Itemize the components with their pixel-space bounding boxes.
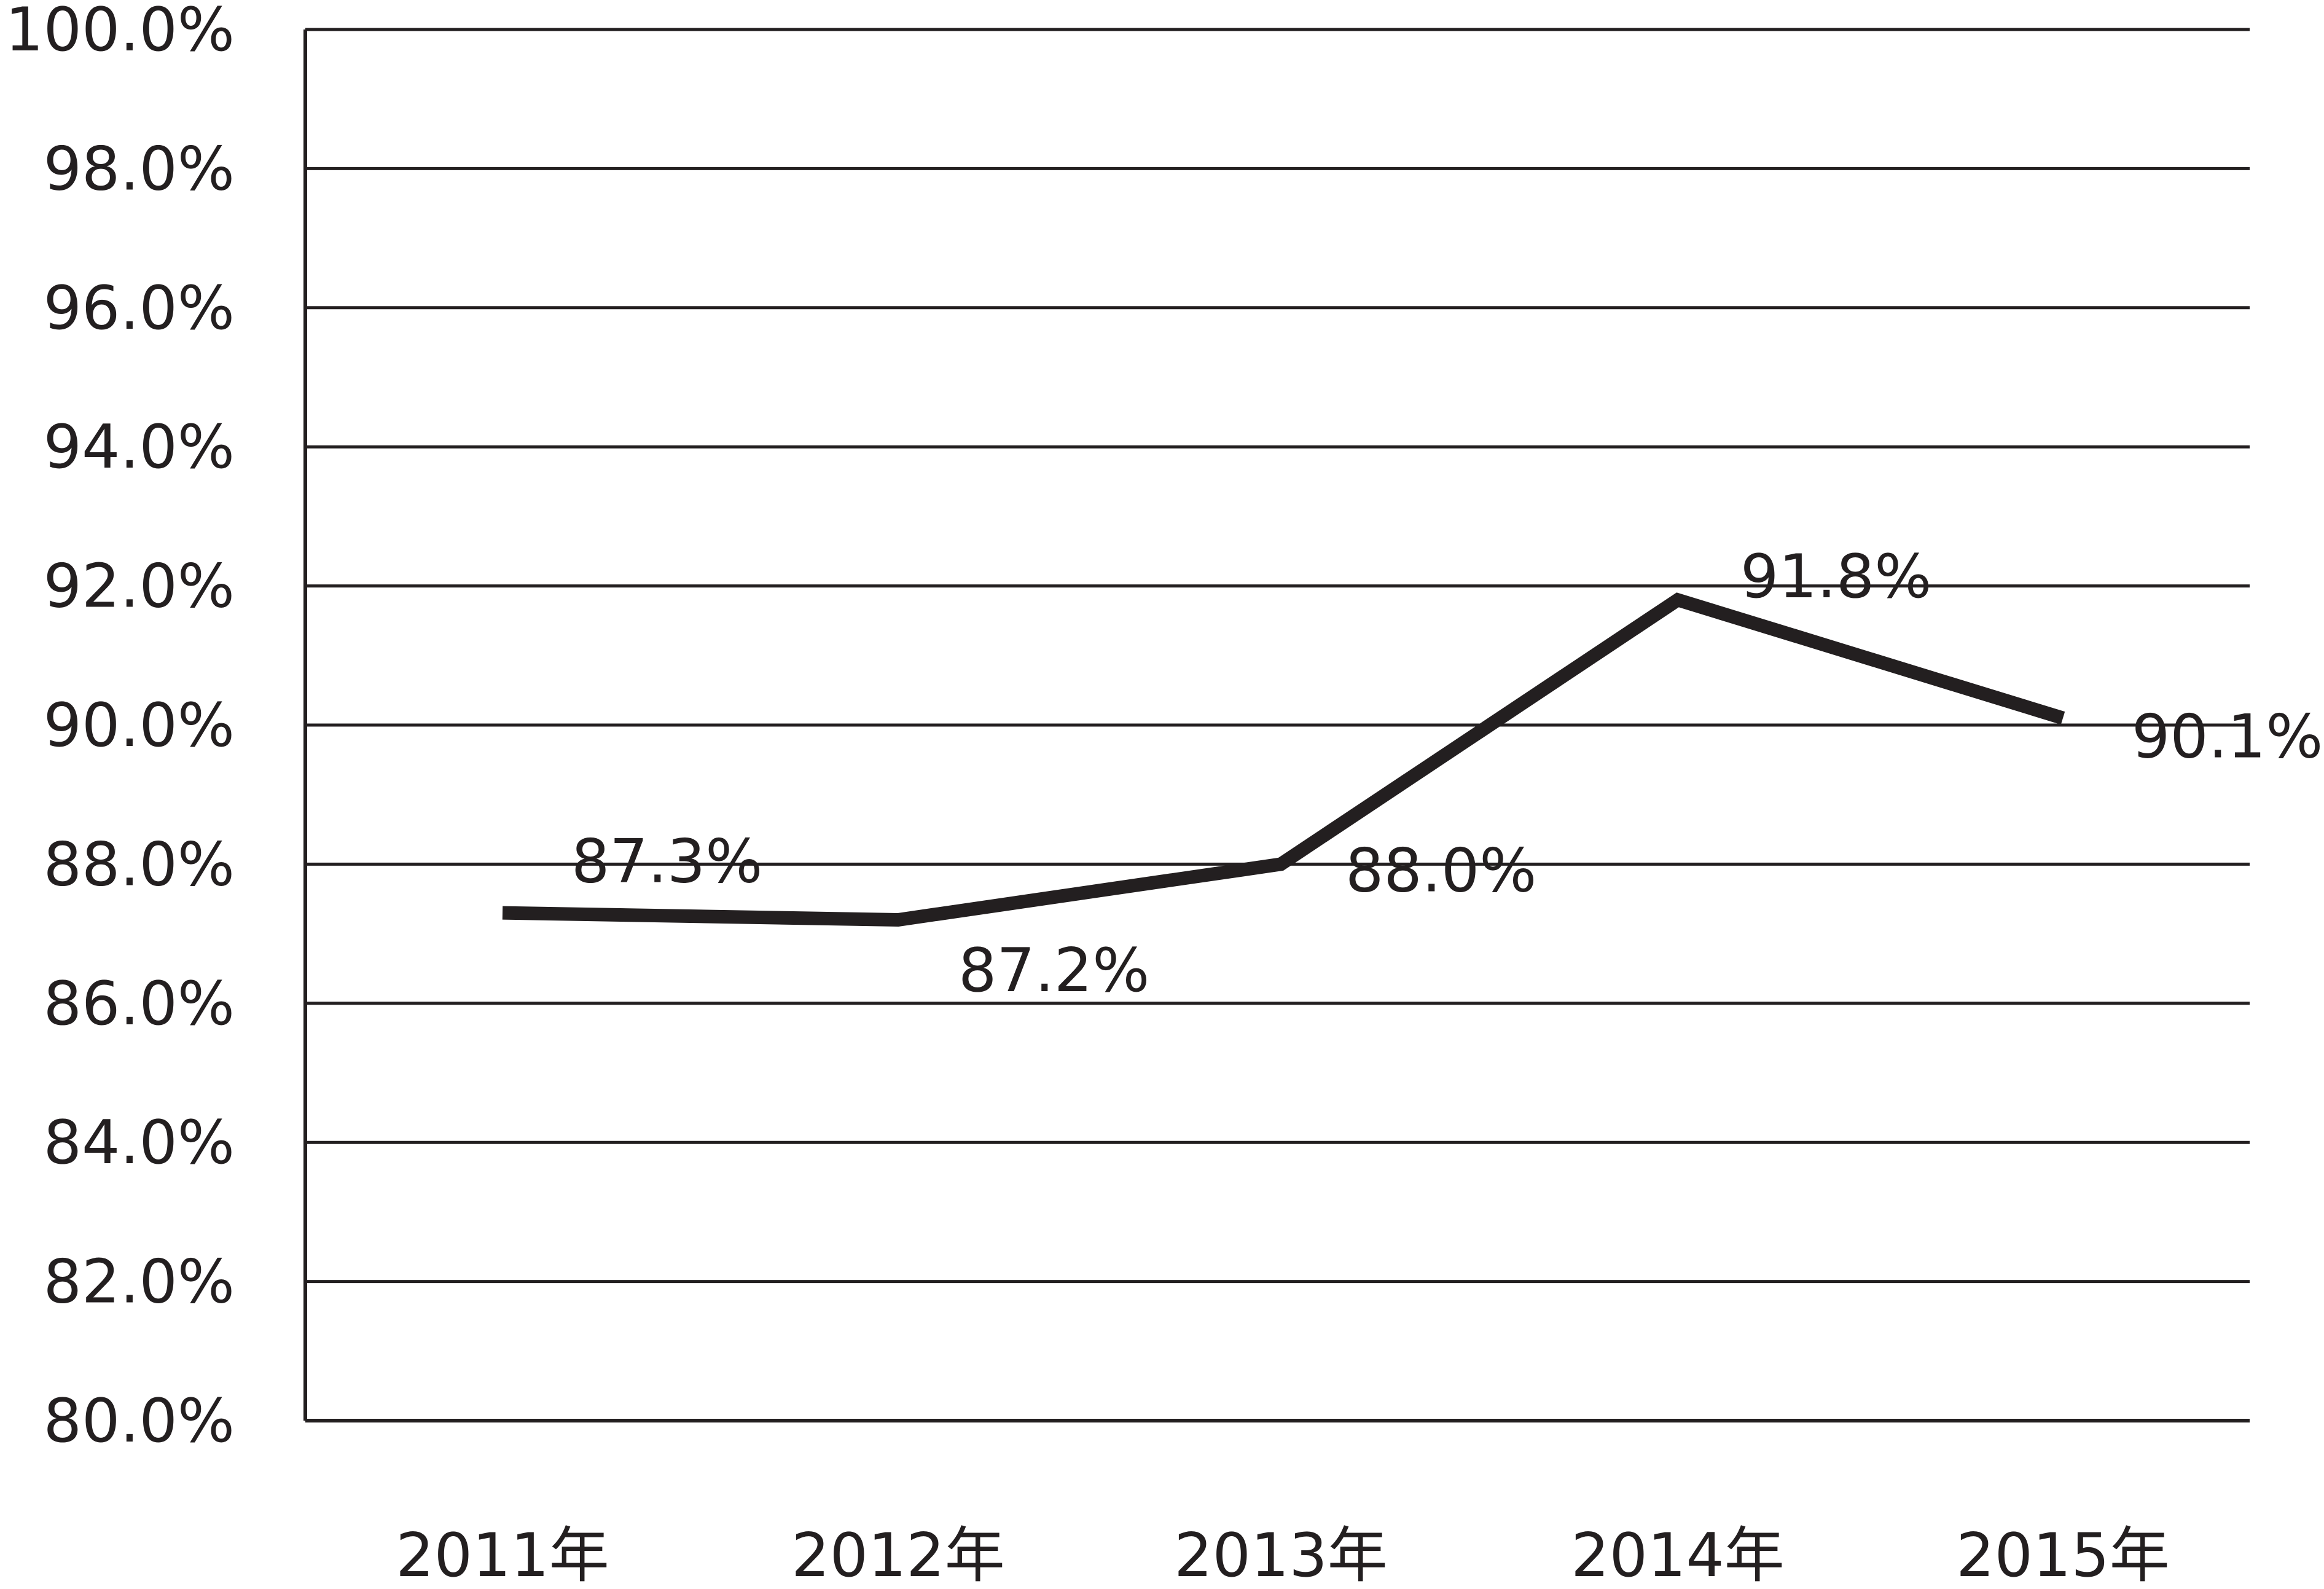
y-tick-label: 88.0% xyxy=(44,830,235,900)
gridlines xyxy=(305,28,2250,1284)
y-tick-label: 90.0% xyxy=(44,691,235,761)
data-labels: 87.3% 87.2% 88.0% 91.8% 90.1% xyxy=(571,542,2323,1006)
data-label: 88.0% xyxy=(1345,836,1536,906)
y-tick-label: 98.0% xyxy=(44,134,235,204)
y-tick-label: 82.0% xyxy=(44,1247,235,1317)
x-tick-label: 2011年 xyxy=(396,1521,609,1589)
y-tick-label: 94.0% xyxy=(44,412,235,482)
x-tick-label: 2015年 xyxy=(1956,1521,2169,1589)
series-line-layer xyxy=(502,592,2065,927)
y-axis-tick-labels: 80.0% 82.0% 84.0% 86.0% 88.0% 90.0% 92.0% 94.0%… xyxy=(5,0,235,1456)
x-tick-label: 2012年 xyxy=(791,1521,1004,1589)
y-tick-label: 86.0% xyxy=(44,969,235,1039)
series-line xyxy=(502,592,2065,927)
data-label: 91.8% xyxy=(1740,542,1931,612)
y-tick-label: 84.0% xyxy=(44,1108,235,1178)
y-tick-label: 100.0% xyxy=(5,0,235,65)
y-tick-label: 92.0% xyxy=(44,552,235,622)
data-label: 87.3% xyxy=(571,827,762,897)
y-tick-label: 96.0% xyxy=(44,273,235,343)
x-tick-label: 2013年 xyxy=(1174,1521,1387,1589)
axes xyxy=(303,29,2250,1422)
x-axis-tick-labels: 2011年 2012年 2013年 2014年 2015年 xyxy=(396,1521,2169,1589)
data-label: 90.1% xyxy=(2132,702,2323,772)
x-tick-label: 2014年 xyxy=(1571,1521,1784,1589)
y-tick-label: 80.0% xyxy=(44,1386,235,1456)
data-label: 87.2% xyxy=(958,936,1149,1006)
